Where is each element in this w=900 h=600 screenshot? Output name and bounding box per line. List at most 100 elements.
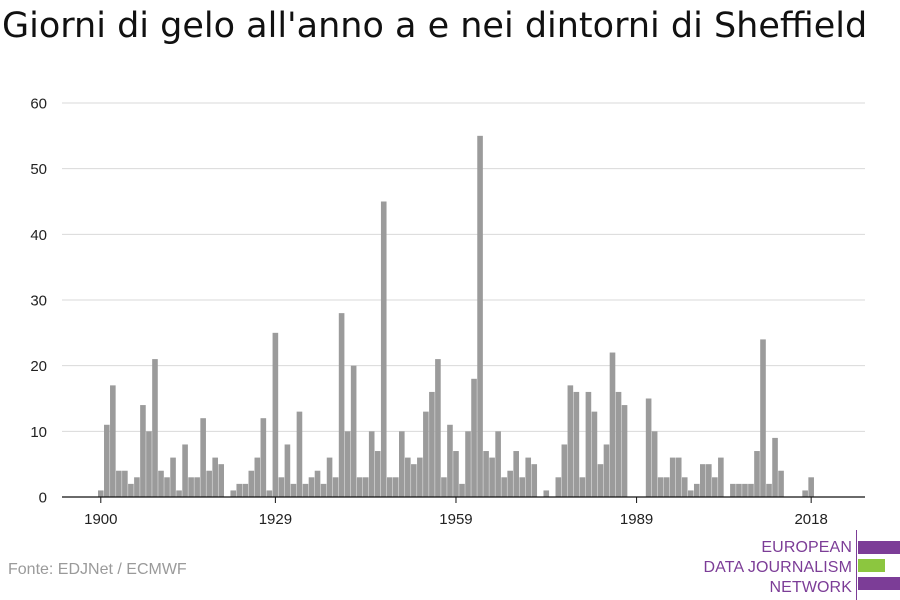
bar-1957 <box>441 477 447 497</box>
bar-1966 <box>495 431 501 497</box>
bar-1920 <box>218 464 224 497</box>
bar-2011 <box>766 483 772 497</box>
bar-1926 <box>254 457 261 497</box>
bar-1922 <box>230 490 237 497</box>
bar-1902 <box>110 385 116 497</box>
bar-1916 <box>194 477 200 497</box>
bar-1931 <box>284 444 291 497</box>
bar-1949 <box>392 477 399 497</box>
bar-1968 <box>507 470 513 497</box>
bar-1955 <box>429 391 435 497</box>
bar-1985 <box>609 352 616 497</box>
x-tick-label: 1959 <box>439 511 472 528</box>
bar-1901 <box>104 424 110 497</box>
bar-1939 <box>332 477 339 497</box>
x-tick-label: 1989 <box>620 511 653 528</box>
x-tick-label: 1900 <box>84 511 117 528</box>
bar-1904 <box>122 470 128 497</box>
bar-1908 <box>146 431 152 497</box>
bar-2008 <box>748 483 754 497</box>
bar-1999 <box>693 483 700 497</box>
bar-1948 <box>386 477 393 497</box>
bar-2002 <box>712 477 718 497</box>
bar-1998 <box>687 490 694 497</box>
y-tick-label: 60 <box>30 96 47 113</box>
bar-1963 <box>477 135 483 498</box>
bar-1919 <box>212 457 218 497</box>
bar-2018 <box>808 477 814 497</box>
bar-1978 <box>567 385 574 497</box>
bar-1942 <box>350 365 357 497</box>
bar-1950 <box>399 431 405 497</box>
bar-1905 <box>128 483 134 497</box>
bar-1915 <box>188 477 194 497</box>
y-tick-label: 20 <box>30 358 47 375</box>
bar-1911 <box>164 477 170 497</box>
bar-1981 <box>585 391 592 497</box>
bar-1918 <box>206 470 212 497</box>
bar-2007 <box>742 483 748 497</box>
y-tick-label: 40 <box>30 227 47 244</box>
logo-line-european: EUROPEAN <box>761 539 852 556</box>
logo-divider <box>856 530 857 600</box>
logo-bar-green <box>858 559 885 572</box>
bar-1913 <box>176 490 182 497</box>
bar-1976 <box>555 477 562 497</box>
bar-1961 <box>465 431 471 497</box>
bar-1937 <box>320 483 327 497</box>
bar-1933 <box>296 411 303 497</box>
y-tick-label: 30 <box>30 293 47 310</box>
bar-1983 <box>597 464 604 497</box>
bars <box>98 135 814 498</box>
bar-1965 <box>489 457 495 497</box>
bar-1995 <box>669 457 676 497</box>
bar-1964 <box>483 451 489 497</box>
bar-1979 <box>573 391 580 497</box>
logo-bar-purple-top <box>858 541 900 554</box>
bar-1944 <box>362 477 369 497</box>
bar-1945 <box>368 431 375 497</box>
bar-1954 <box>423 411 429 497</box>
bar-1984 <box>603 444 610 497</box>
bar-1953 <box>417 457 423 497</box>
gridlines <box>62 102 865 432</box>
bar-2017 <box>802 490 808 497</box>
x-tick-label: 1929 <box>259 511 292 528</box>
bar-1971 <box>525 457 532 497</box>
bar-1925 <box>248 470 255 497</box>
bar-1930 <box>278 477 285 497</box>
bar-1980 <box>579 477 586 497</box>
x-tick-label: 2018 <box>794 511 827 528</box>
bar-1929 <box>272 332 279 497</box>
bar-1932 <box>290 483 297 497</box>
x-axis <box>62 496 865 503</box>
bar-1907 <box>140 405 146 497</box>
bar-1972 <box>531 464 538 497</box>
bar-1967 <box>501 477 507 497</box>
bar-1927 <box>260 418 267 497</box>
bar-1923 <box>236 483 243 497</box>
bar-1910 <box>158 470 164 497</box>
bar-1952 <box>411 464 417 497</box>
bar-1970 <box>519 477 525 497</box>
bar-1947 <box>380 201 387 497</box>
chart-title: Giorni di gelo all'anno a e nei dintorni… <box>2 6 868 46</box>
bar-1982 <box>591 411 598 497</box>
bar-1986 <box>615 391 622 497</box>
bar-1912 <box>170 457 176 497</box>
bar-2005 <box>730 483 736 497</box>
bar-1940 <box>338 313 345 497</box>
edjnet-logo-text[interactable]: EUROPEAN DATA JOURNALISM NETWORK <box>704 538 852 598</box>
bar-1956 <box>435 359 441 497</box>
logo-line-data-journalism: DATA JOURNALISM <box>703 559 852 576</box>
bar-1959 <box>453 451 459 497</box>
bar-1997 <box>681 477 688 497</box>
bar-1962 <box>471 378 477 497</box>
y-axis-tick-labels: 0 10 20 30 40 50 60 <box>30 96 47 507</box>
bar-1941 <box>344 431 351 497</box>
bar-1993 <box>657 477 664 497</box>
bar-1969 <box>513 451 519 497</box>
bar-1906 <box>134 477 140 497</box>
bar-1903 <box>116 470 122 497</box>
bar-1914 <box>182 444 188 497</box>
